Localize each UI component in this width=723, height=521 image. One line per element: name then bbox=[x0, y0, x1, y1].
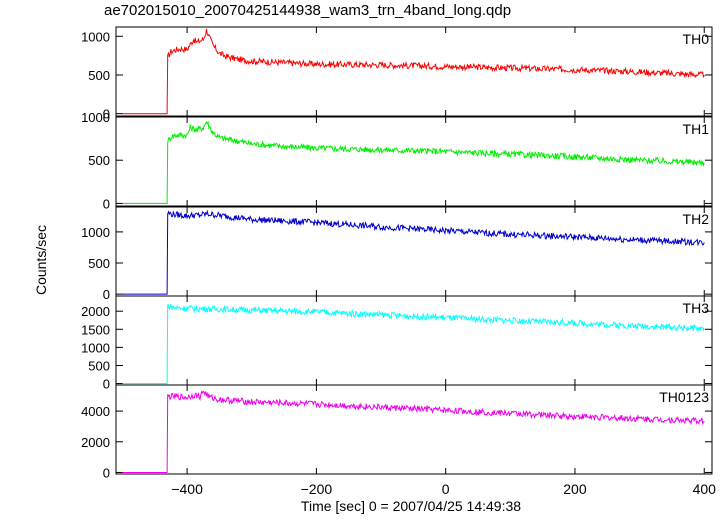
panel-label-TH0: TH0 bbox=[683, 31, 710, 47]
y-tick-label: 4000 bbox=[81, 404, 110, 419]
y-tick-label: 500 bbox=[88, 256, 110, 271]
y-tick-label: 1000 bbox=[81, 340, 110, 355]
y-tick-label: 500 bbox=[88, 358, 110, 373]
x-axis-label: Time [sec] 0 = 2007/04/25 14:49:38 bbox=[301, 498, 521, 514]
y-tick-label: 1000 bbox=[81, 110, 110, 125]
series-line-TH0123 bbox=[122, 390, 705, 473]
panel-label-TH0123: TH0123 bbox=[659, 389, 709, 405]
panel-label-TH2: TH2 bbox=[683, 211, 710, 227]
y-tick-label: 1000 bbox=[81, 225, 110, 240]
x-tick-label: 400 bbox=[693, 481, 717, 497]
panel-label-TH3: TH3 bbox=[683, 300, 710, 316]
panel-label-TH1: TH1 bbox=[683, 121, 710, 137]
x-tick-label: 0 bbox=[442, 481, 450, 497]
y-tick-label: 0 bbox=[103, 377, 110, 392]
y-tick-label: 0 bbox=[103, 196, 110, 211]
y-tick-label: 500 bbox=[88, 153, 110, 168]
panel-frame-TH0 bbox=[115, 26, 713, 117]
x-tick-label: −400 bbox=[171, 481, 203, 497]
chart-title: ae702015010_20070425144938_wam3_trn_4ban… bbox=[104, 2, 512, 19]
y-tick-label: 1500 bbox=[81, 322, 110, 337]
y-axis-label: Counts/sec bbox=[33, 225, 49, 295]
y-tick-label: 0 bbox=[103, 107, 110, 122]
panel-frame-TH3 bbox=[115, 295, 713, 386]
x-tick-label: 200 bbox=[563, 481, 587, 497]
y-tick-label: 2000 bbox=[81, 304, 110, 319]
y-tick-label: 0 bbox=[103, 465, 110, 480]
panel-frame-TH1 bbox=[115, 116, 713, 207]
series-line-TH1 bbox=[122, 120, 705, 204]
y-tick-label: 0 bbox=[103, 287, 110, 302]
series-line-TH2 bbox=[122, 209, 705, 295]
panel-frame-TH0123 bbox=[115, 384, 713, 475]
y-tick-label: 500 bbox=[88, 68, 110, 83]
y-tick-label: 2000 bbox=[81, 435, 110, 450]
panel-frame-TH2 bbox=[115, 206, 713, 297]
y-tick-label: 1000 bbox=[81, 29, 110, 44]
series-line-TH3 bbox=[122, 303, 705, 385]
series-line-TH0 bbox=[122, 28, 705, 115]
x-tick-label: −200 bbox=[301, 481, 333, 497]
